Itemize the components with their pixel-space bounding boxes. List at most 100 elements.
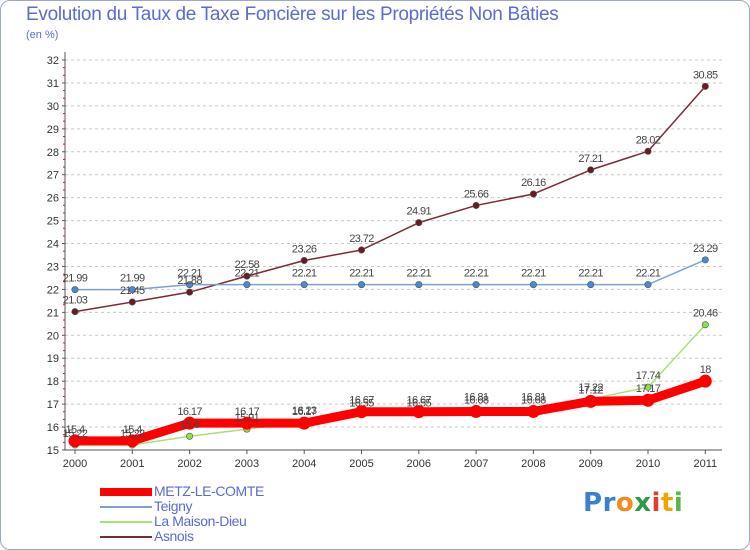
y-tick-label: 30	[47, 101, 59, 113]
data-label: 22.58	[235, 259, 260, 271]
y-tick-label: 19	[47, 353, 59, 365]
logo-letter: o	[615, 488, 635, 518]
data-label: 22.21	[177, 268, 202, 280]
data-point	[300, 257, 308, 265]
y-tick-label: 26	[47, 193, 59, 205]
data-point	[469, 404, 483, 418]
data-label: 16.55	[349, 397, 374, 409]
legend-item: METZ-LE-COMTE	[100, 484, 264, 499]
legend-label: METZ-LE-COMTE	[154, 483, 264, 499]
data-point	[243, 281, 251, 289]
x-tick-label: 2003	[235, 458, 259, 470]
data-point	[128, 298, 136, 306]
data-label: 22.21	[578, 268, 603, 280]
data-label: 24.91	[407, 206, 432, 218]
data-point	[243, 272, 251, 280]
chart-title: Evolution du Taux de Taxe Foncière sur l…	[26, 4, 559, 25]
data-label: 18	[700, 364, 712, 376]
x-tick-label: 2009	[578, 458, 602, 470]
data-label: 22.21	[407, 268, 432, 280]
data-point	[701, 256, 709, 264]
series-line	[74, 259, 707, 291]
y-tick-label: 31	[47, 78, 59, 90]
legend-swatch	[100, 520, 152, 523]
data-point	[68, 434, 82, 448]
data-point	[71, 308, 79, 316]
data-label: 16.55	[407, 397, 432, 409]
data-point	[186, 288, 194, 296]
data-label: 15.4	[123, 424, 142, 436]
data-label: 16.67	[349, 395, 374, 407]
data-label: 21.03	[63, 295, 88, 307]
y-tick-label: 22	[47, 284, 59, 296]
data-label: 15.22	[120, 428, 145, 440]
data-point	[186, 432, 194, 440]
y-tick-label: 15	[47, 445, 59, 457]
data-label: 22.21	[349, 268, 374, 280]
data-label: 16.17	[177, 406, 202, 418]
x-tick-label: 2007	[464, 458, 488, 470]
data-point	[355, 405, 368, 419]
data-label: 26.16	[521, 177, 546, 189]
data-label: 16.81	[464, 391, 489, 403]
logo-letter: t	[660, 488, 674, 518]
data-label: 23.72	[349, 233, 374, 245]
x-tick-label: 2000	[63, 458, 87, 470]
data-label: 20.46	[693, 308, 718, 320]
data-label: 22.21	[521, 268, 546, 280]
x-tick-label: 2005	[349, 458, 373, 470]
data-label: 17.17	[636, 383, 661, 395]
data-label: 28.02	[636, 134, 661, 146]
data-label: 15.6	[180, 419, 199, 431]
data-point	[71, 286, 79, 294]
legend-item: La Maison-Dieu	[100, 514, 264, 529]
legend-item: Asnois	[100, 529, 264, 544]
x-tick-label: 2002	[177, 458, 201, 470]
data-point	[357, 246, 365, 254]
legend-swatch	[100, 535, 152, 538]
data-label: 23.29	[693, 243, 718, 255]
data-point	[529, 281, 537, 289]
data-label: 17.12	[578, 384, 603, 396]
legend-label: La Maison-Dieu	[154, 513, 247, 529]
data-label: 16.68	[464, 394, 489, 406]
y-tick-label: 29	[47, 124, 59, 136]
y-tick-label: 21	[47, 307, 59, 319]
data-point	[415, 281, 423, 289]
data-label: 15.91	[235, 412, 260, 424]
series-line	[74, 85, 707, 313]
x-tick-label: 2011	[693, 458, 717, 470]
x-tick-label: 2004	[292, 458, 316, 470]
y-tick-label: 28	[47, 147, 59, 159]
data-label: 22.21	[636, 268, 661, 280]
y-tick-label: 20	[47, 330, 59, 342]
data-point	[584, 394, 598, 408]
data-point	[644, 383, 652, 391]
proxiti-logo: Proxiti	[583, 488, 683, 518]
data-label: 22.21	[292, 268, 317, 280]
data-point	[415, 219, 423, 227]
data-point	[587, 166, 595, 174]
data-point	[240, 416, 254, 430]
legend-swatch	[100, 487, 152, 496]
data-label: 16.68	[521, 394, 546, 406]
data-label: 16.23	[292, 405, 317, 417]
data-point	[472, 201, 480, 209]
data-label: 27.21	[578, 153, 603, 165]
legend-label: Asnois	[154, 528, 194, 544]
data-label: 22.21	[464, 268, 489, 280]
unit-label: (en %)	[26, 29, 59, 41]
data-label: 21.88	[177, 275, 202, 287]
y-tick-label: 25	[47, 216, 59, 228]
data-point	[128, 286, 136, 294]
data-label: 21.99	[63, 273, 88, 285]
chart-legend: METZ-LE-COMTE Teigny La Maison-Dieu Asnois	[100, 484, 264, 544]
data-point	[644, 281, 652, 289]
logo-letter: r	[602, 488, 616, 518]
logo-letter: i	[673, 488, 684, 518]
data-label: 25.66	[464, 188, 489, 200]
y-tick-label: 17	[47, 399, 59, 411]
legend-label: Teigny	[154, 498, 193, 514]
y-tick-label: 16	[47, 422, 59, 434]
